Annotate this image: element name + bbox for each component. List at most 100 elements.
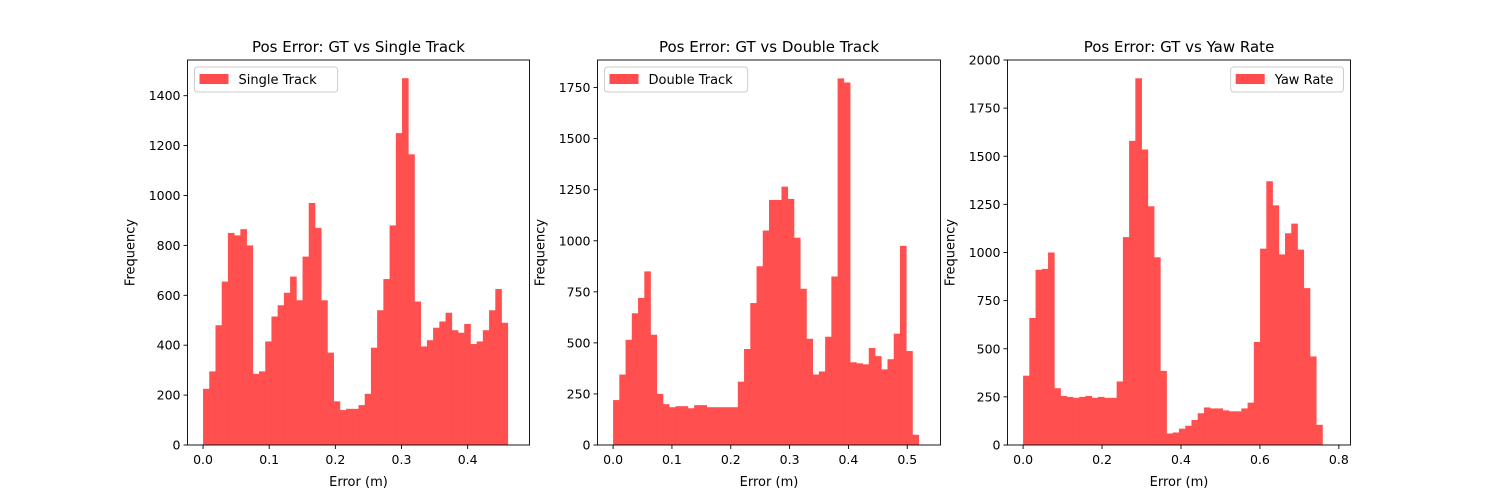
legend: Single Track [194,66,339,93]
y-axis-label: Frequency [534,219,549,286]
histogram-bar [800,288,807,445]
histogram-bar [812,374,820,445]
histogram-bar [1141,149,1149,445]
histogram-bar [414,301,422,445]
histogram-bar [650,334,658,445]
histogram-single-track-panel: 0.0 0.1 0.2 0.3 0.4 0 200 400 600 800 1000 1200 1400… [124,38,530,490]
x-tick-label: 0.2 [721,452,741,467]
legend-box [194,66,339,93]
y-tick-label: 1500 [969,149,1001,164]
histogram-bar [290,276,297,445]
histogram-bar [227,232,235,445]
legend-label: Double Track [649,73,734,88]
histogram-bar [712,407,720,445]
histogram-bar [395,133,403,446]
y-tick-label: 1200 [149,138,181,153]
histogram-bar [1041,268,1049,445]
x-tick-label: 0.0 [193,452,213,467]
histogram-bar [346,408,353,445]
histogram-bar [1253,342,1261,445]
x-tick-label: 0.4 [1171,452,1191,467]
histogram-bar [669,407,676,445]
histogram-bar [1316,424,1323,445]
histogram-bar [1203,407,1211,445]
histogram-bar [787,198,795,445]
histogram-bar [862,364,870,445]
histogram-bar [203,388,210,445]
histogram-bar [1235,411,1242,445]
histogram-bar [383,279,390,445]
histogram-bar [333,401,341,445]
histogram-bar [1278,254,1286,445]
legend-swatch [199,74,229,84]
x-tick-label: 0.8 [1329,452,1349,467]
chart-title: Pos Error: GT vs Single Track [252,38,465,56]
histogram-bar [246,245,254,445]
histogram-bar [370,347,378,445]
histogram-bars [613,78,920,445]
histogram-bar [906,351,913,445]
legend-swatch [1235,74,1265,84]
histogram-bar [445,312,453,445]
histogram-bars [203,78,509,446]
histogram-bar [1154,257,1161,445]
histogram-bar [439,321,446,445]
histogram-yaw-rate-panel: 0.0 0.2 0.4 0.6 0.8 0 250 500 750 1000 1250 1500 175… [944,38,1351,490]
histogram-bar [1072,397,1080,445]
histogram-bar [209,371,216,445]
histogram-bar [725,407,732,445]
histogram-bar [277,305,285,445]
y-tick-label: 750 [977,293,1001,308]
histogram-bar [1291,223,1298,445]
histogram-bar [234,235,241,445]
histogram-bar [464,323,471,445]
x-axis-label: Error (m) [1150,475,1209,490]
histogram-bar [1266,181,1273,445]
histogram-bar [1303,288,1311,445]
histogram-bar [1104,397,1111,445]
histogram-bar [831,276,838,445]
histogram-double-track-panel: 0.0 0.1 0.2 0.3 0.4 0.5 0 250 500 750 1000 1250 1500… [534,38,941,490]
histogram-bar [215,325,223,445]
y-tick-label: 600 [157,288,181,303]
y-tick-label: 0 [583,438,591,453]
histogram-bar [756,266,764,445]
histogram-bar [706,407,714,445]
legend-box [1230,66,1344,93]
histogram-bar [221,281,229,445]
histogram-bar [837,78,845,445]
histogram-bar [495,289,502,445]
chart-title: Pos Error: GT vs Yaw Rate [1084,38,1275,56]
histogram-bar [1048,252,1055,445]
x-tick-label: 0.5 [897,452,917,467]
histogram-bar [1191,419,1199,445]
histogram-bar [1197,413,1205,445]
y-tick-label: 0 [173,438,181,453]
histogram-bar [1091,397,1099,445]
histogram-bar [806,338,814,445]
histogram-bar [501,322,509,445]
histogram-bar [750,303,757,445]
legend-box [604,66,749,93]
histogram-bar [762,230,770,445]
histogram-bar [457,332,465,445]
histogram-bar [875,356,882,445]
y-tick-label: 2000 [969,53,1001,68]
x-axis-label: Error (m) [329,475,388,490]
histogram-bar [1260,248,1267,445]
histogram-bar [283,292,291,445]
histogram-bar [358,405,366,445]
histogram-bar [781,186,789,445]
histogram-bar [625,339,633,445]
histogram-bar [719,407,726,445]
y-tick-label: 1750 [559,80,591,95]
y-tick-label: 250 [567,386,591,401]
histogram-bar [1079,396,1086,446]
histogram-bar [644,271,651,445]
legend-label: Yaw Rate [1274,73,1334,88]
y-tick-label: 500 [567,335,591,350]
histogram-bar [252,373,260,445]
y-tick-label: 0 [993,438,1001,453]
histogram-bar [451,330,459,445]
histogram-bar [240,229,247,445]
